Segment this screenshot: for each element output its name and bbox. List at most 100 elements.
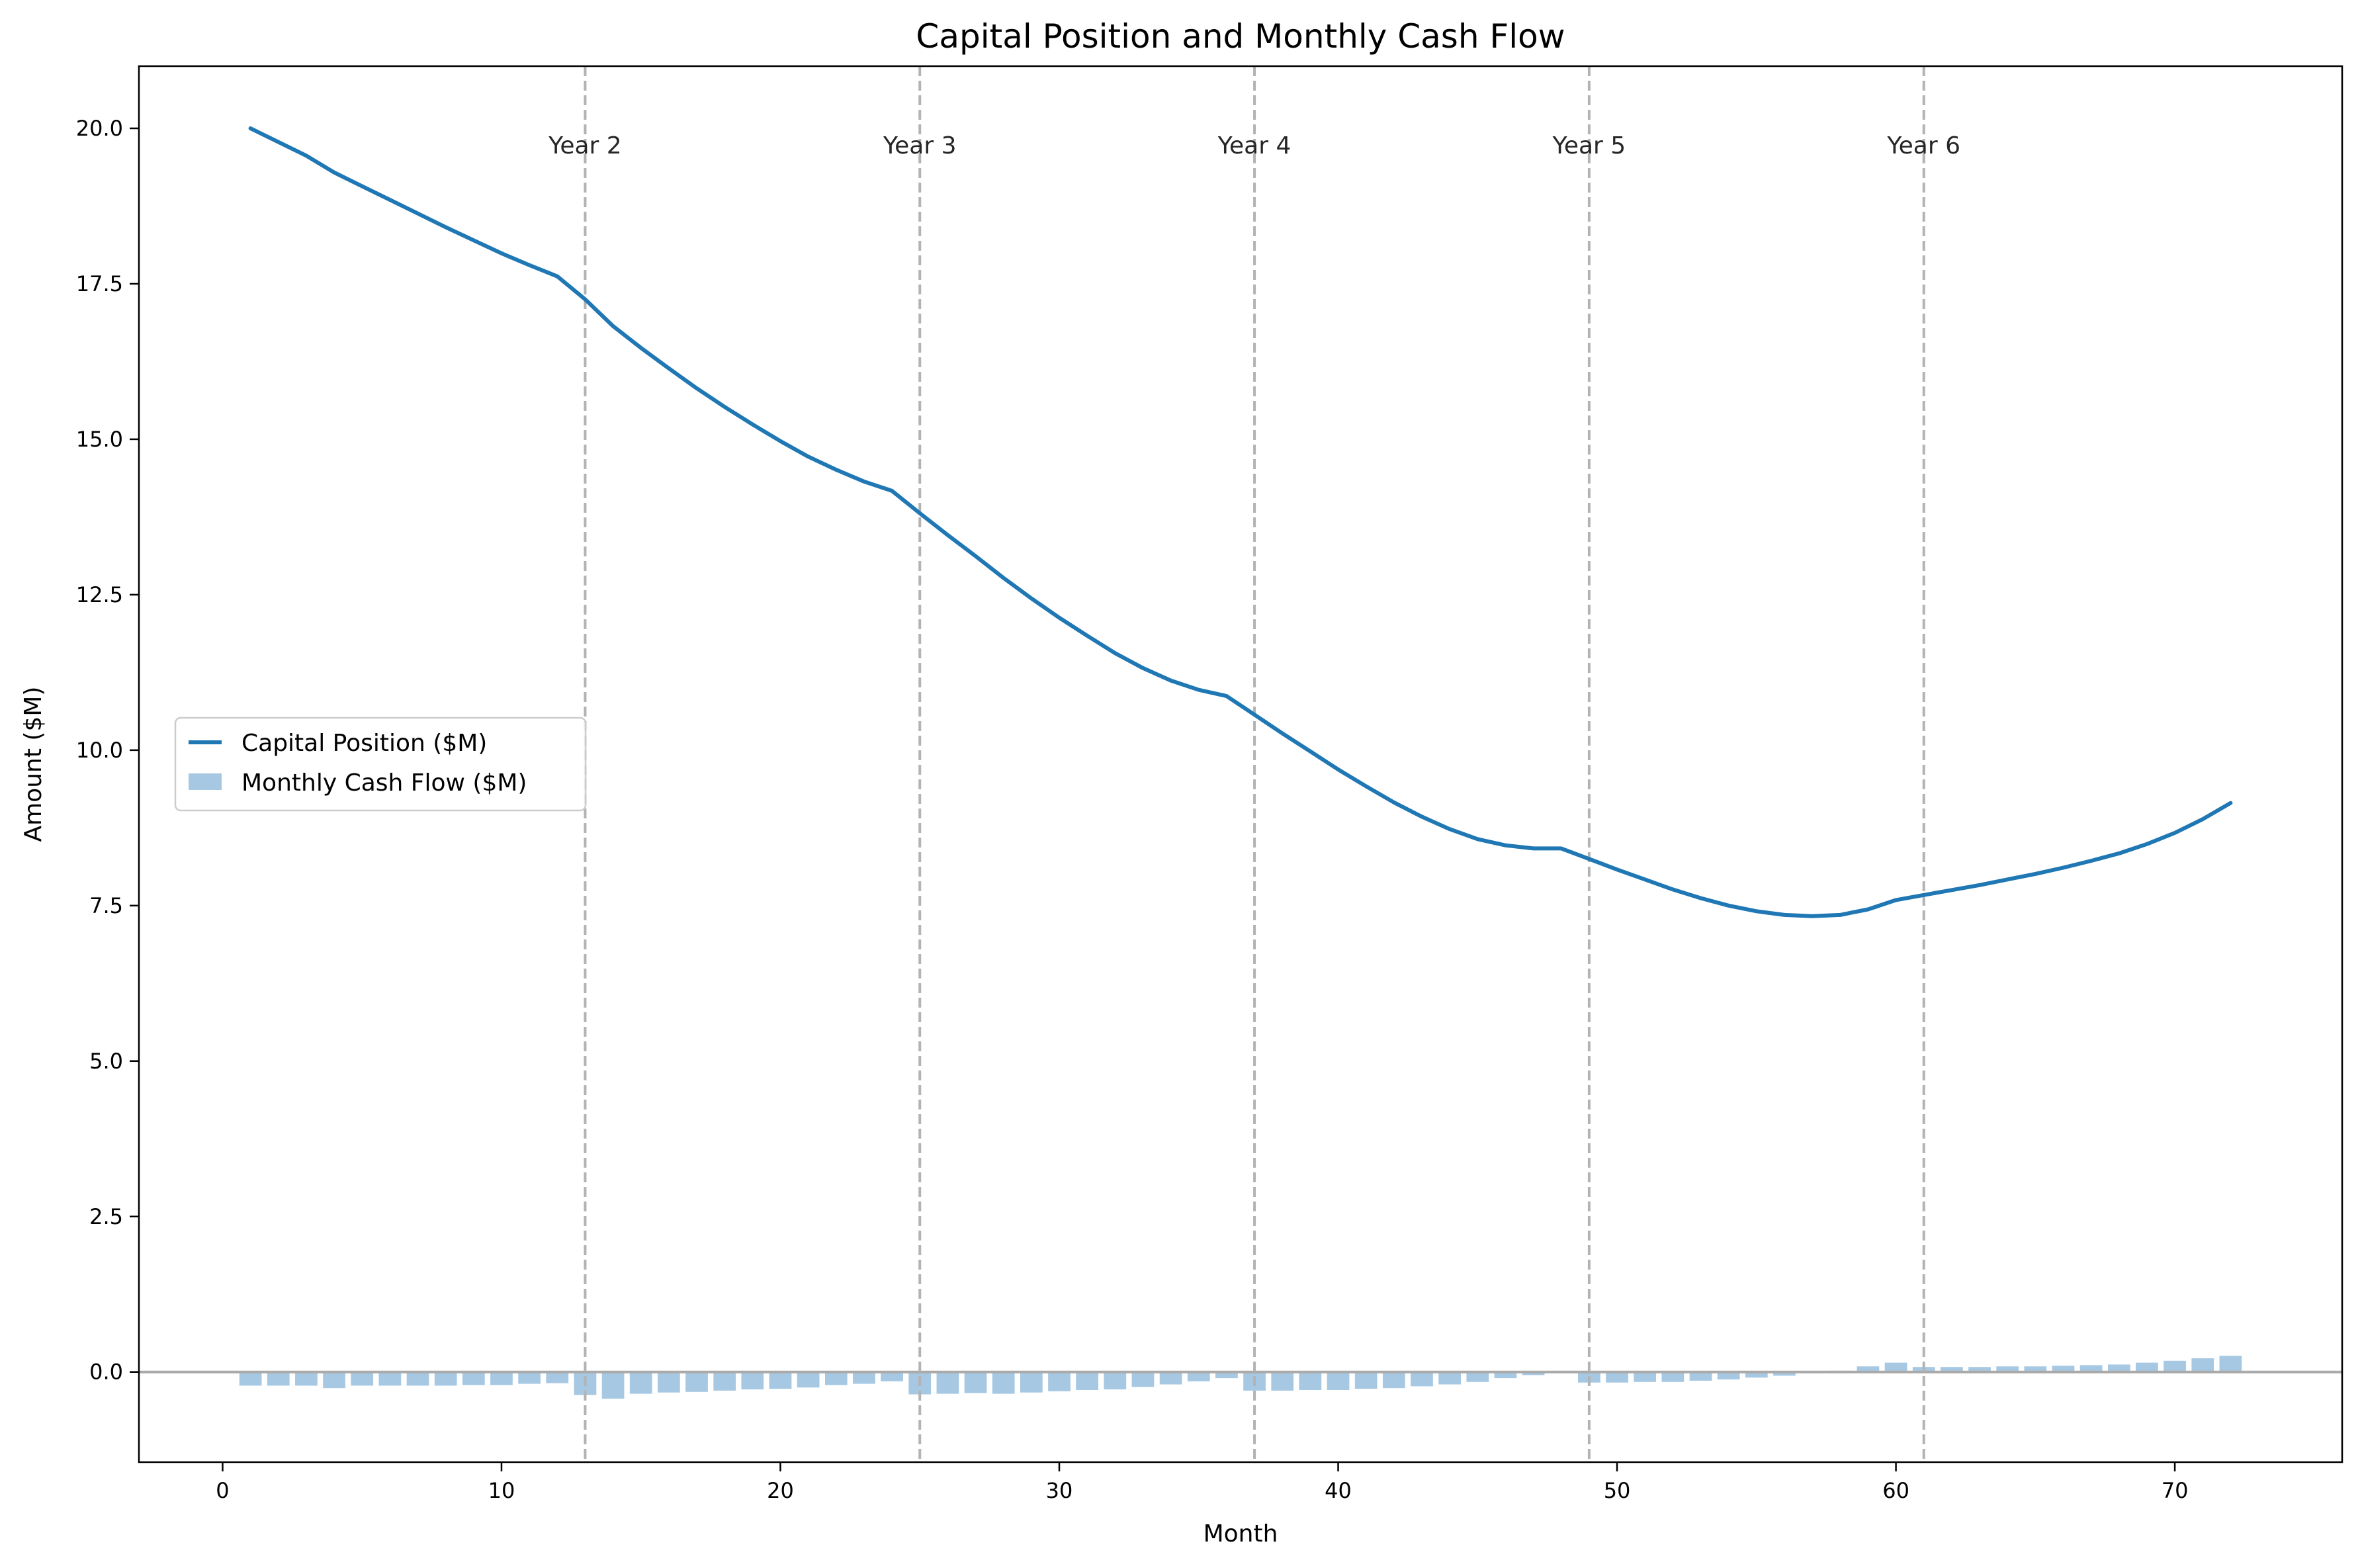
cash-flow-bar	[1076, 1372, 1099, 1390]
cash-flow-bar	[1466, 1372, 1489, 1382]
y-tick-label: 15.0	[76, 427, 123, 452]
cash-flow-bar	[2136, 1362, 2158, 1372]
cash-flow-bar	[1327, 1372, 1350, 1390]
cash-flow-bar	[601, 1372, 625, 1399]
x-tick-label: 0	[216, 1478, 229, 1503]
x-tick-label: 50	[1604, 1478, 1631, 1503]
cash-flow-bar	[351, 1372, 374, 1386]
cash-flow-bar	[2079, 1365, 2103, 1372]
year-marker-label: Year 5	[1552, 132, 1626, 159]
year-marker-label: Year 4	[1217, 132, 1291, 159]
cash-flow-bar	[406, 1372, 429, 1386]
cash-flow-bar	[1299, 1372, 1322, 1390]
cash-flow-bar	[629, 1372, 652, 1394]
cash-flow-bar	[1968, 1367, 1991, 1372]
x-tick-label: 10	[488, 1478, 515, 1503]
cash-flow-bar	[881, 1372, 903, 1381]
legend-frame	[174, 717, 587, 812]
cash-flow-bar	[546, 1372, 569, 1383]
y-tick-label: 5.0	[89, 1049, 123, 1074]
x-tick-label: 70	[2162, 1478, 2189, 1503]
x-axis-ticks: 0 10 20 30 40 50 60 70	[216, 1462, 2188, 1503]
cash-flow-bar	[1773, 1372, 1796, 1376]
cash-flow-bar	[992, 1372, 1015, 1394]
cash-flow-bar	[2107, 1364, 2130, 1372]
x-tick-label: 40	[1325, 1478, 1352, 1503]
cash-flow-bar	[490, 1372, 513, 1385]
cash-flow-bar	[1661, 1372, 1684, 1382]
cash-flow-bar	[1020, 1372, 1043, 1393]
cash-flow-bar	[1354, 1372, 1378, 1389]
cash-flow-bar	[434, 1372, 457, 1386]
cash-flow-bar	[713, 1372, 736, 1391]
cash-flow-bar	[1996, 1366, 2019, 1372]
cash-flow-bar	[1884, 1362, 1907, 1372]
y-tick-label: 17.5	[76, 271, 123, 296]
cash-flow-bar	[1159, 1372, 1182, 1385]
cash-flow-bar	[2052, 1366, 2075, 1372]
x-axis-label: Month	[1203, 1520, 1278, 1547]
cash-flow-bar	[378, 1372, 402, 1386]
y-tick-label: 7.5	[89, 893, 123, 918]
y-axis-label: Amount ($M)	[20, 687, 47, 842]
capital-position-line	[248, 126, 2233, 918]
year-marker-label: Year 3	[883, 132, 957, 159]
cash-flow-bar	[1522, 1372, 1545, 1375]
cash-flow-bar	[1689, 1372, 1712, 1381]
plot-area: Year 2 Year 3 Year 4 Year 5 Year 6	[139, 66, 2342, 1462]
x-tick-label: 60	[1882, 1478, 1909, 1503]
cash-flow-bar	[295, 1372, 318, 1386]
x-tick-label: 20	[767, 1478, 794, 1503]
cash-flow-bars	[239, 1356, 2242, 1399]
cash-flow-bar	[1048, 1372, 1071, 1391]
legend-bar-swatch	[189, 773, 222, 790]
legend-label-capital: Capital Position ($M)	[241, 730, 487, 757]
y-tick-label: 12.5	[76, 582, 123, 607]
cash-flow-bar	[964, 1372, 987, 1393]
cash-flow-bar	[824, 1372, 848, 1385]
cash-flow-bar	[518, 1372, 541, 1384]
cash-flow-bar	[1634, 1372, 1657, 1382]
cash-flow-bar	[853, 1372, 875, 1384]
cash-flow-bar	[1494, 1372, 1517, 1379]
cash-flow-bar	[1857, 1366, 1880, 1372]
year-markers: Year 2 Year 3 Year 4 Year 5 Year 6	[548, 66, 1960, 1462]
cash-flow-bar	[1382, 1372, 1405, 1389]
axes-frame	[138, 65, 2343, 1463]
cash-flow-bar	[1131, 1372, 1155, 1387]
cash-flow-bar	[2219, 1356, 2242, 1372]
legend: Capital Position ($M) Monthly Cash Flow …	[174, 717, 587, 812]
cash-flow-bar	[462, 1372, 485, 1385]
cash-flow-bar	[1187, 1372, 1210, 1381]
cash-flow-bar	[658, 1372, 680, 1393]
cash-flow-bar	[769, 1372, 792, 1389]
y-tick-label: 20.0	[76, 116, 123, 141]
cash-flow-bar	[2191, 1358, 2214, 1372]
cash-flow-bar	[323, 1372, 345, 1389]
cash-flow-bar	[1104, 1372, 1127, 1390]
year-marker-label: Year 2	[548, 132, 622, 159]
year-marker-label: Year 6	[1886, 132, 1960, 159]
cash-flow-bar	[1411, 1372, 1433, 1387]
cash-flow-bar	[1606, 1372, 1628, 1383]
y-axis-ticks: 0.0 2.5 5.0 7.5 10.0 12.5 15.0 17.5 20.0	[76, 116, 139, 1385]
y-tick-label: 10.0	[76, 738, 123, 763]
legend-label-cash-flow: Monthly Cash Flow ($M)	[241, 769, 527, 797]
cash-flow-bar	[685, 1372, 708, 1392]
cash-flow-bar	[1438, 1372, 1461, 1385]
cash-flow-bar	[1271, 1372, 1294, 1391]
y-tick-label: 0.0	[89, 1360, 123, 1385]
x-tick-label: 30	[1046, 1478, 1073, 1503]
cash-flow-bar	[267, 1372, 290, 1386]
cash-flow-bar	[1745, 1372, 1768, 1378]
cash-flow-bar	[1717, 1372, 1740, 1379]
cash-flow-bar	[797, 1372, 820, 1388]
cash-flow-bar	[741, 1372, 764, 1390]
cash-flow-bar	[1215, 1372, 1238, 1379]
cash-flow-bar	[936, 1372, 959, 1394]
cash-flow-bar	[239, 1372, 262, 1386]
cash-flow-bar	[2024, 1366, 2047, 1372]
y-tick-label: 2.5	[89, 1204, 123, 1229]
chart-title: Capital Position and Monthly Cash Flow	[916, 17, 1565, 56]
